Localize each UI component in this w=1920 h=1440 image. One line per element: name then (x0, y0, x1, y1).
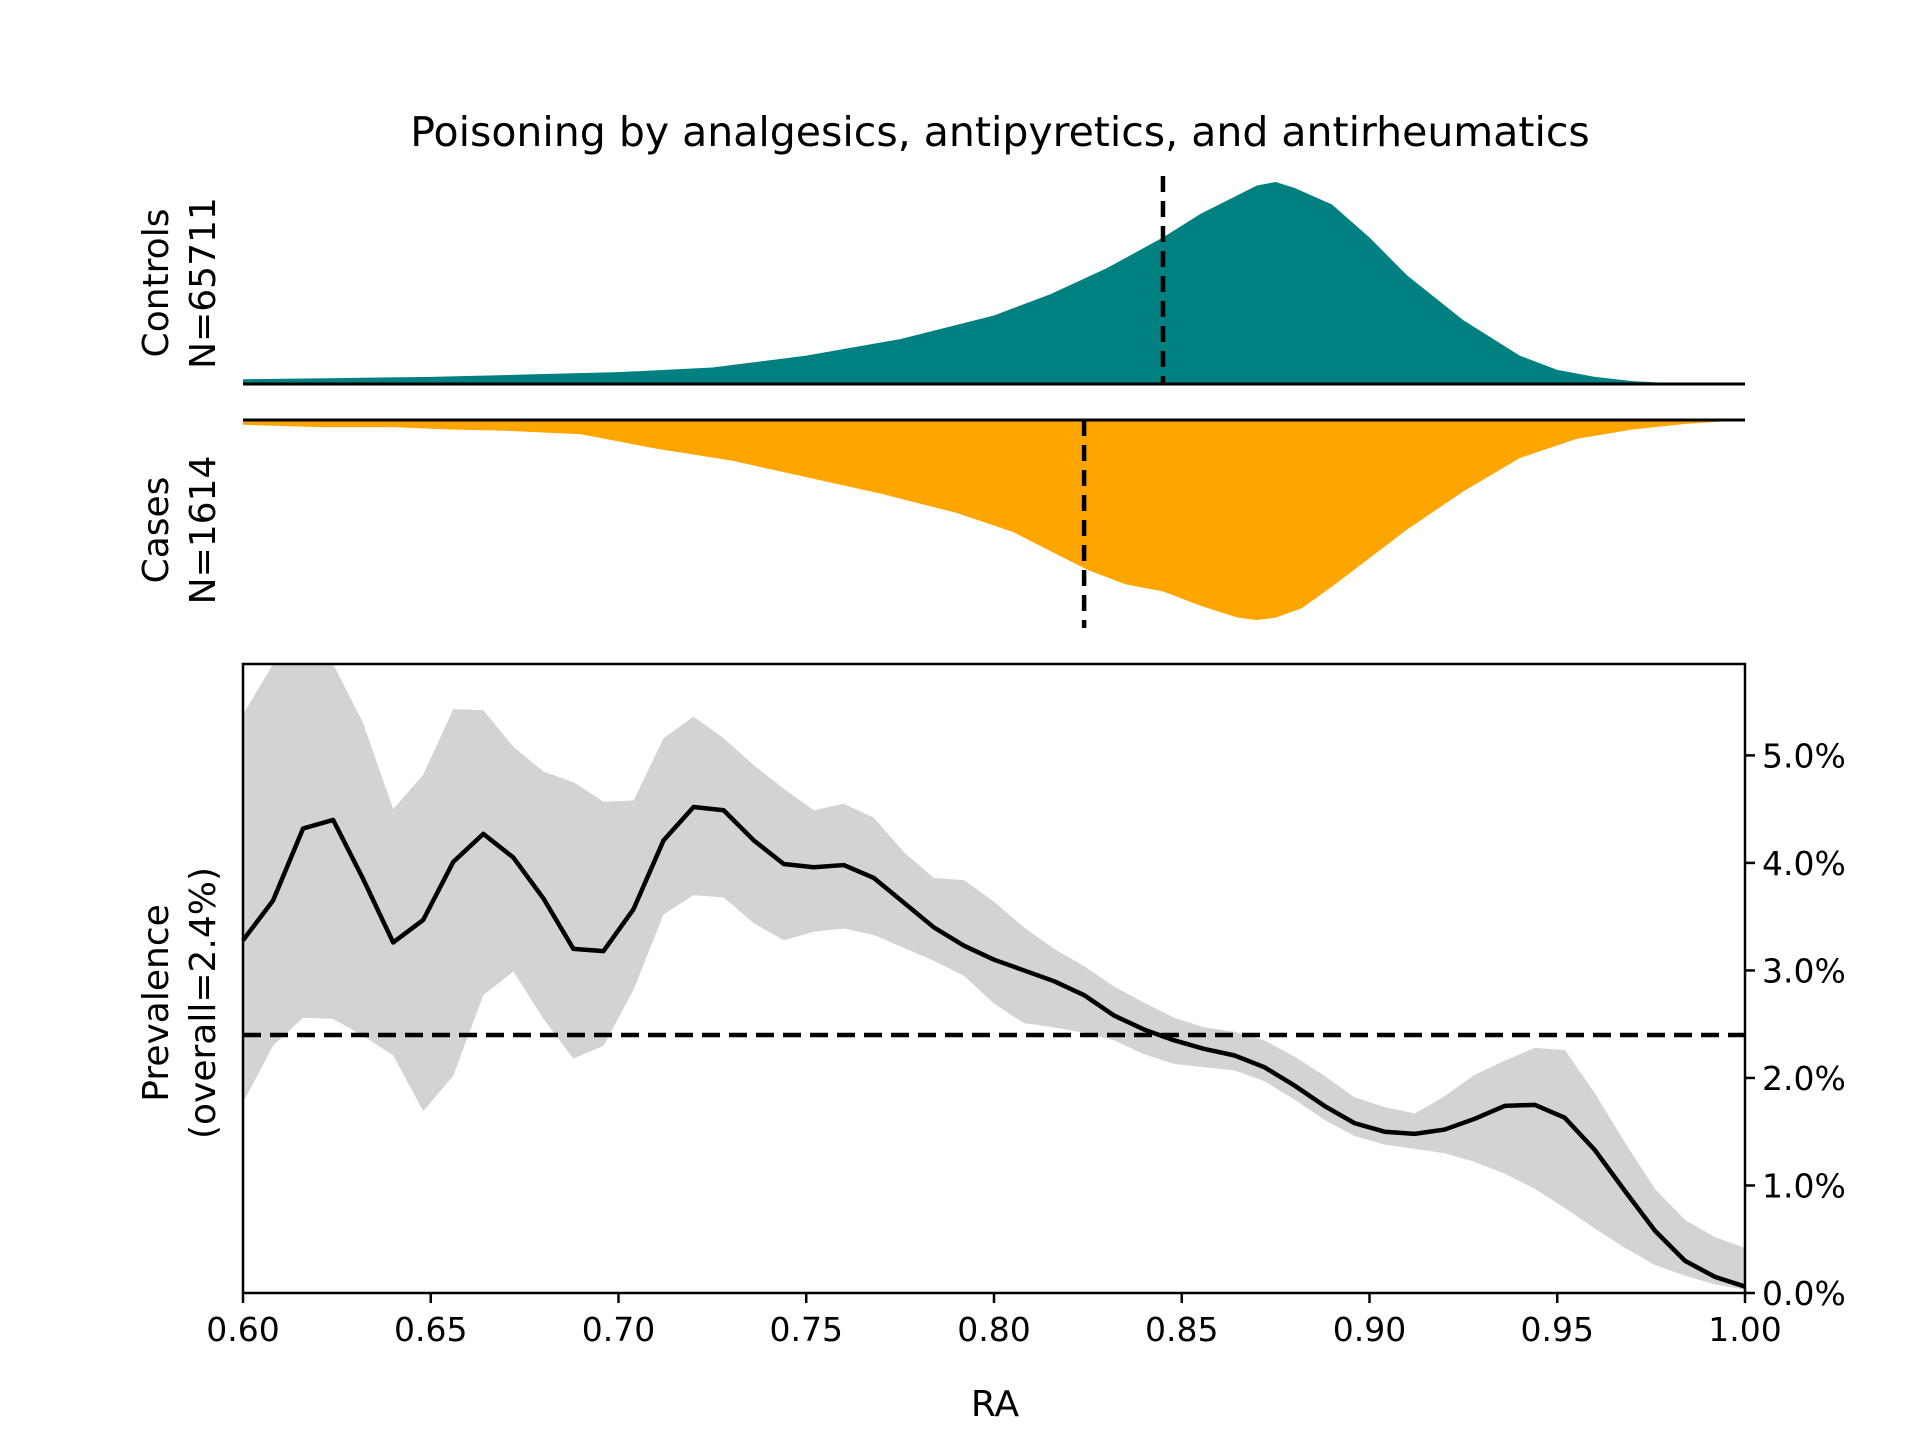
controls-panel: Controls N=65711 (136, 176, 1745, 386)
x-tick-label: 0.70 (582, 1310, 655, 1349)
chart-title: Poisoning by analgesics, antipyretics, a… (410, 108, 1590, 156)
y-tick-label: 4.0% (1762, 844, 1846, 883)
y-tick-label: 5.0% (1762, 736, 1846, 775)
y-tick-label: 2.0% (1762, 1059, 1846, 1098)
cases-panel: Cases N=1614 (136, 418, 1745, 628)
cases-count: N=1614 (183, 456, 224, 605)
y-tick-label: 1.0% (1762, 1166, 1846, 1205)
x-tick-label: 1.00 (1708, 1310, 1781, 1349)
cases-density-area (243, 420, 1745, 620)
x-tick-label: 0.65 (394, 1310, 467, 1349)
y-axis-label: Prevalence (136, 904, 177, 1102)
y-axis-label-overall: (overall=2.4%) (183, 867, 224, 1139)
y-tick-label: 0.0% (1762, 1274, 1846, 1313)
prevalence-panel: 0.60 0.65 0.70 0.75 0.80 0.85 0.90 0.95 1.00 0.0… (136, 662, 1846, 1425)
controls-count: N=65711 (183, 197, 224, 369)
x-tick-label: 0.60 (206, 1310, 279, 1349)
x-axis-label: RA (971, 1384, 1020, 1425)
prevalence-line (241, 804, 1746, 1289)
x-tick-label: 0.95 (1521, 1310, 1594, 1349)
cases-label: Cases (136, 477, 177, 584)
controls-density-area (243, 182, 1745, 384)
x-axis: 0.60 0.65 0.70 0.75 0.80 0.85 0.90 0.95 1.00 (206, 1293, 1782, 1349)
x-tick-label: 0.85 (1145, 1310, 1218, 1349)
x-tick-label: 0.90 (1333, 1310, 1406, 1349)
confidence-band (243, 664, 1745, 1290)
y-axis-right: 0.0% 1.0% 2.0% 3.0% 4.0% 5.0% (1745, 736, 1846, 1313)
x-tick-label: 0.75 (770, 1310, 843, 1349)
y-tick-label: 3.0% (1762, 951, 1846, 990)
x-tick-label: 0.80 (957, 1310, 1030, 1349)
controls-label: Controls (136, 209, 177, 358)
